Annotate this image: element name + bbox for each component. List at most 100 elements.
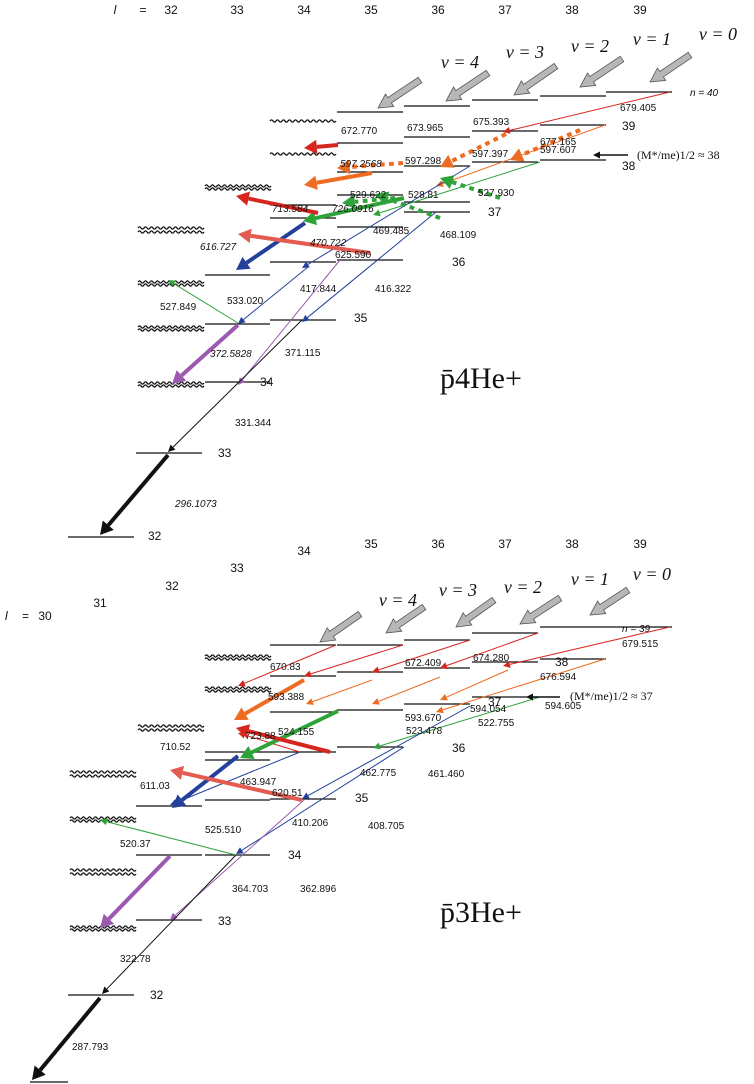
thick-salmon-head: [238, 228, 252, 243]
wavelength-529.622: 529.622: [350, 190, 387, 201]
thin-black: [172, 319, 303, 448]
auger-level-wavy: [137, 230, 205, 234]
thin-green-diag-head: [100, 818, 108, 826]
mstar-label: (M*/me)1/2 ≈ 37: [570, 689, 653, 703]
wavelength-527.930: 527.930: [478, 188, 515, 199]
auger-level-wavy: [137, 283, 205, 287]
thin-blue-v4: [176, 751, 301, 803]
vibrational-label: v = 4: [441, 52, 479, 72]
vibrational-label: v = 2: [504, 577, 542, 597]
thin-red-v3: [310, 644, 404, 675]
wavelength-364.703: 364.703: [232, 884, 269, 895]
vibrational-label: v = 0: [699, 24, 737, 44]
wavelength-520.37: 520.37: [120, 839, 151, 850]
n-label-2: 37: [488, 695, 502, 709]
l-value-34: 34: [297, 3, 311, 17]
wavelength-287.793: 287.793: [72, 1042, 109, 1053]
vibrational-label: v = 3: [439, 580, 477, 600]
wavelength-322.78: 322.78: [120, 954, 151, 965]
auger-level-wavy: [137, 724, 205, 728]
thick-red-head: [236, 724, 251, 739]
laser-gray-arrow: [513, 62, 559, 96]
l-value-32: 32: [165, 579, 179, 593]
laser-gray-arrow: [649, 51, 693, 83]
thin-blue-v4-head: [238, 316, 246, 324]
l-value-39: 39: [633, 3, 647, 17]
auger-level-wavy: [269, 152, 337, 156]
auger-level-wavy: [69, 816, 137, 820]
wavelength-371.115: 371.115: [285, 348, 321, 359]
dotted-orange-2: [450, 132, 507, 164]
wavelength-597.2568: 597.2568: [340, 159, 382, 170]
wavelength-462.775: 462.775: [360, 768, 397, 779]
wavelength-597.607: 597.607: [540, 145, 577, 156]
thin-green-diag: [173, 283, 239, 324]
l-value-39: 39: [633, 537, 647, 551]
dotted-orange-3-head: [510, 148, 525, 162]
wavelength-625.590: 625.590: [335, 250, 372, 261]
molecule-label: p̄4He+: [440, 362, 522, 395]
thin-blue-v3b: [307, 211, 437, 318]
vibrational-label: v = 4: [379, 590, 417, 610]
l-value-38: 38: [565, 3, 579, 17]
wavelength-672.770: 672.770: [341, 126, 378, 137]
mstar-arrow-head: [593, 151, 600, 159]
wavelength-676.594: 676.594: [540, 672, 577, 683]
wavelength-528.81: 528.81: [408, 190, 439, 201]
thin-red-v3-head: [304, 670, 312, 678]
laser-gray-arrow: [455, 596, 497, 628]
wavelength-713.584: 713.584: [272, 204, 309, 215]
wavelength-611.03: 611.03: [140, 781, 170, 792]
thin-red-v2: [378, 639, 471, 671]
auger-level-wavy: [137, 728, 205, 732]
wavelength-417.844: 417.844: [300, 284, 337, 295]
thick-green-head: [303, 211, 318, 226]
orange-diag-2-head: [372, 698, 380, 705]
thick-blue-head: [172, 794, 187, 808]
vibrational-label: v = 0: [633, 564, 671, 584]
wavelength-372.5828: 372.5828: [210, 349, 252, 360]
wavelength-523.478: 523.478: [406, 726, 443, 737]
mstar-label: (M*/me)1/2 ≈ 38: [637, 148, 720, 162]
n-label-4: 36: [452, 255, 466, 269]
thick-red-head: [304, 139, 318, 155]
p4he-diagram: l = 32 33 34 35 36 37 38 39 v = 4 v = 3 v = 2 v = 1 v …: [68, 3, 737, 543]
wavelength-461.460: 461.460: [428, 769, 465, 780]
thin-green-v2-head: [373, 742, 381, 750]
wavelength-675.393: 675.393: [473, 117, 510, 128]
wavelength-416.322: 416.322: [375, 284, 412, 295]
laser-gray-arrow: [385, 603, 427, 634]
thin-green-v2-head: [373, 209, 381, 217]
thin-red-v2-head: [372, 666, 380, 674]
wavelength-296.1073: 296.1073: [174, 499, 217, 510]
thin-blue-v4: [243, 266, 309, 320]
molecule-label: p̄3He+: [440, 896, 522, 929]
l-value-37: 37: [498, 537, 512, 551]
wavelength-597.397: 597.397: [472, 149, 509, 160]
thin-green-diag-head: [168, 280, 176, 287]
thick-orange: [244, 678, 305, 716]
l-value-35: 35: [364, 3, 378, 17]
dotted-green-1: [354, 196, 396, 204]
n-label-7: 33: [218, 446, 232, 460]
wavelength-594.605: 594.605: [545, 701, 582, 712]
thick-red: [247, 729, 331, 754]
wavelength-726.0916: 726.0916: [332, 204, 374, 215]
dotted-green-2-head: [375, 191, 390, 206]
laser-gray-arrow: [519, 594, 563, 625]
laser-gray-arrow: [377, 76, 423, 109]
thick-purple: [107, 854, 172, 921]
orange-diag-head: [306, 698, 314, 705]
wavelength-723.88: 723.88: [245, 731, 276, 742]
thick-red-b: [248, 196, 319, 215]
thin-green-diag: [106, 821, 237, 856]
auger-level-wavy: [204, 187, 272, 191]
wavelength-620.51: 620.51: [272, 788, 303, 799]
n-label-1: 38: [555, 655, 569, 669]
thick-black-head: [100, 520, 114, 535]
thick-purple: [180, 323, 240, 377]
thin-red-v0: [509, 626, 671, 665]
thick-black: [106, 453, 170, 527]
thick-salmon: [250, 233, 371, 255]
auger-level-wavy: [137, 384, 205, 388]
